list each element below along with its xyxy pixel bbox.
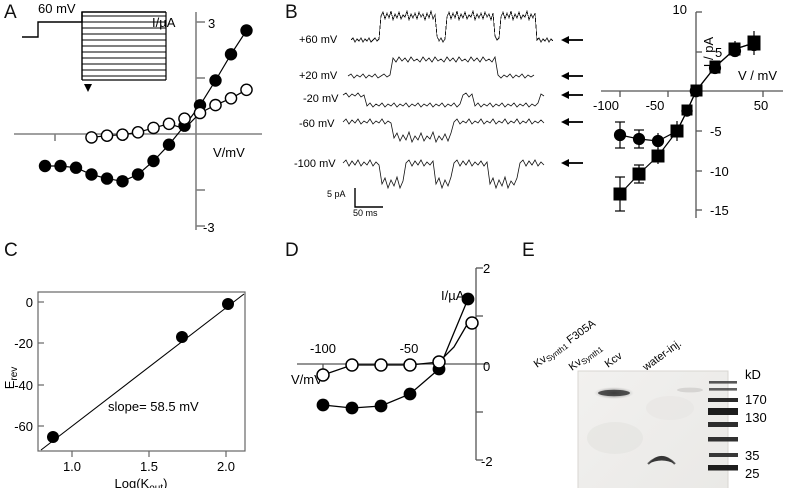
- mw-mark-0: 170: [745, 392, 767, 407]
- panel-e-blot: KvSynth1 F305A KvSynth1 Kcv water-inj.: [532, 317, 767, 488]
- panel-c-fit-line: [40, 293, 245, 451]
- single-channel-traces: +60 mV +20 mV -20 mV -60 mV -100 mV: [294, 9, 583, 218]
- panel-c-ytick-2: -40: [14, 378, 33, 393]
- panel-d-xtick-0: -100: [310, 341, 336, 356]
- panel-c-ytick-3: -60: [14, 419, 33, 434]
- svg-text:Erev: Erev: [2, 367, 20, 390]
- panel-d-xtick-1: -50: [400, 341, 419, 356]
- panel-c: C 0 -20 -40 -60 1.0 1.5 2.0 Erev L: [0, 238, 283, 488]
- panel-c-ticks: [38, 301, 227, 457]
- panel-b-ytick-4: -15: [710, 203, 729, 218]
- panel-b: B +60 mV +20 mV -20 mV -60 mV -100 mV: [283, 0, 791, 238]
- panel-b-ytick-3: -10: [710, 164, 729, 179]
- protocol-voltage-label: 60 mV: [38, 1, 76, 16]
- scale-bar: 5 pA 50 ms: [327, 188, 383, 218]
- trace-arrow-icon-2: [561, 91, 569, 99]
- panel-c-chart: 0 -20 -40 -60 1.0 1.5 2.0 Erev Log(Kout)…: [2, 291, 246, 488]
- trace-label-3: -60 mV: [299, 118, 335, 130]
- panel-c-xlabel-sub: out: [149, 483, 163, 488]
- panel-b-series-squares: [613, 31, 761, 212]
- mw-mark-3: 25: [745, 466, 759, 481]
- panel-d-series-filled: [316, 292, 475, 415]
- panel-b-series-circles: [613, 38, 761, 149]
- panel-c-ylabel: Erev: [2, 367, 20, 390]
- panel-c-xlabel-close: ): [163, 476, 167, 488]
- trace-arrow-icon-0: [561, 36, 569, 44]
- lane-label-2: Kcv: [603, 350, 625, 371]
- panel-b-ytick-0: 10: [673, 2, 687, 17]
- mw-mark-1: 130: [745, 410, 767, 425]
- panel-c-xlabel-base: Log(K: [115, 476, 150, 488]
- panel-b-xtick-0: -100: [593, 98, 619, 113]
- panel-a-axes: [14, 12, 262, 230]
- panel-c-xtick-1: 1.5: [140, 459, 158, 474]
- panel-c-data-points: [47, 298, 234, 443]
- scale-time-label: 50 ms: [353, 208, 378, 218]
- panel-c-frame: [37, 291, 246, 452]
- panel-d-ytick-2: -2: [481, 454, 493, 469]
- scale-current-label: 5 pA: [327, 189, 346, 199]
- panel-c-ylabel-base: E: [2, 380, 17, 389]
- panel-b-iv-chart: -100 -50 50 10 5 -5 -10 -15 I / pA V / m…: [593, 2, 783, 218]
- trace-arrow-icon-1: [561, 72, 569, 80]
- trace-label-2: -20 mV: [303, 93, 339, 105]
- panel-a: A 60 mV: [0, 0, 272, 238]
- panel-a-ylabel: I/µA: [152, 15, 176, 30]
- trace-arrow-icon-4: [561, 159, 569, 167]
- panel-d-axes: [297, 268, 488, 460]
- panel-b-letter: B: [285, 2, 298, 23]
- panel-c-ytick-0: 0: [26, 295, 33, 310]
- panel-c-slope-annotation: slope= 58.5 mV: [108, 399, 199, 414]
- lane-label-3: water-inj.: [640, 337, 684, 374]
- mw-header: kD: [745, 367, 761, 382]
- panel-a-chart: 60 mV 3 -3 I/µA V/mV: [14, 1, 262, 235]
- panel-a-ytick-top: 3: [208, 16, 215, 31]
- panel-c-xtick-0: 1.0: [63, 459, 81, 474]
- protocol-arrow-icon: [84, 84, 92, 92]
- panel-a-letter: A: [4, 2, 17, 23]
- panel-a-xlabel: V/mV: [213, 145, 245, 160]
- panel-d-ytick-0: 2: [483, 261, 490, 276]
- band-kcv: [647, 455, 676, 465]
- panel-c-xtick-2: 2.0: [217, 459, 235, 474]
- panel-c-ylabel-sub: rev: [9, 367, 20, 381]
- panel-b-ytick-1: 5: [715, 45, 722, 60]
- panel-b-ylabel: I / pA: [701, 37, 716, 68]
- panel-d: D -100 -50 2 0 -2 V/mV I/µA: [283, 238, 515, 488]
- panel-e: E KvSynth1 F305A KvSynth1 Kcv: [515, 238, 791, 488]
- mw-mark-2: 35: [745, 448, 759, 463]
- lane-label-1: KvSynth1: [567, 341, 606, 374]
- panel-d-series-open: [316, 316, 479, 382]
- trace-label-4: -100 mV: [294, 158, 336, 170]
- panel-b-xtick-1: -50: [646, 98, 665, 113]
- trace-label-1: +20 mV: [299, 70, 338, 82]
- panel-b-iv-ticks: [619, 11, 764, 211]
- panel-d-xlabel: V/mV: [291, 372, 323, 387]
- panel-c-letter: C: [4, 240, 18, 261]
- marker-ladder: [708, 381, 738, 471]
- panel-d-ytick-1: 0: [483, 359, 490, 374]
- panel-a-series-open: [85, 83, 253, 144]
- panel-d-chart: -100 -50 2 0 -2 V/mV I/µA: [291, 261, 493, 469]
- panel-d-letter: D: [285, 240, 299, 261]
- panel-c-ytick-1: -20: [14, 336, 33, 351]
- trace-label-0: +60 mV: [299, 34, 338, 46]
- trace-arrow-icon-3: [561, 118, 569, 126]
- panel-b-xlabel: V / mV: [738, 68, 777, 83]
- panel-b-xtick-2: 50: [754, 98, 768, 113]
- panel-a-ytick-bottom: -3: [203, 220, 215, 235]
- panel-d-ylabel: I/µA: [441, 288, 465, 303]
- panel-b-ytick-2: -5: [710, 124, 722, 139]
- panel-e-letter: E: [522, 240, 535, 261]
- blot-membrane: [577, 370, 738, 488]
- voltage-protocol-inset: [22, 11, 167, 92]
- lane-labels: KvSynth1 F305A KvSynth1 Kcv water-inj.: [532, 317, 684, 374]
- band-kvsynth1: [594, 387, 634, 399]
- panel-c-xlabel: Log(Kout): [115, 476, 168, 488]
- panel-b-content: +60 mV +20 mV -20 mV -60 mV -100 mV: [294, 2, 783, 218]
